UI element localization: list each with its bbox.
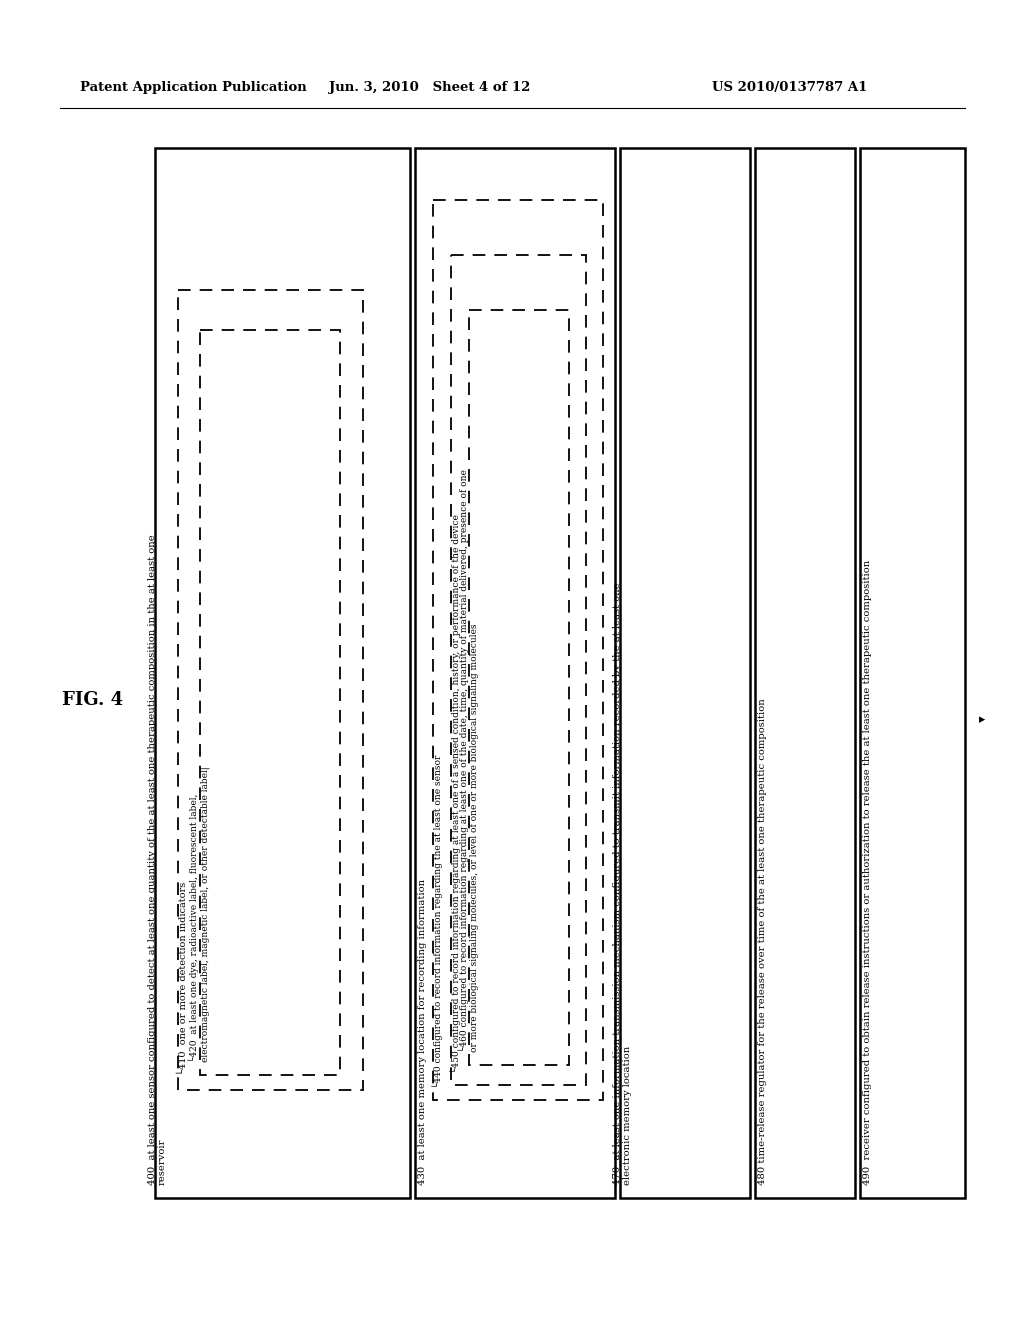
Bar <box>469 310 569 1065</box>
Bar <box>755 148 855 1199</box>
Text: 430  at least one memory location for recording information: 430 at least one memory location for rec… <box>418 879 427 1185</box>
Text: 400  at least one sensor configured to detect at least one quantity of the at le: 400 at least one sensor configured to de… <box>147 535 167 1185</box>
Text: └460 configured to record information regarding at least one of the date, time, : └460 configured to record information re… <box>458 469 479 1052</box>
Text: 490  receiver configured to obtain release instructions or authorization to rele: 490 receiver configured to obtain releas… <box>863 560 872 1185</box>
Bar <box>433 201 603 1100</box>
Text: Jun. 3, 2010   Sheet 4 of 12: Jun. 3, 2010 Sheet 4 of 12 <box>330 82 530 95</box>
Bar <box>200 330 340 1074</box>
Text: 480 time-release regulator for the release over time of the at least one therape: 480 time-release regulator for the relea… <box>758 698 767 1185</box>
Bar <box>451 255 586 1085</box>
Text: FIG. 4: FIG. 4 <box>62 690 123 709</box>
Bar <box>620 148 750 1199</box>
Bar <box>860 148 965 1199</box>
Text: US 2010/0137787 A1: US 2010/0137787 A1 <box>713 82 867 95</box>
Bar <box>178 290 362 1090</box>
Bar <box>415 148 615 1199</box>
Bar <box>155 148 410 1199</box>
Text: ▸: ▸ <box>979 714 985 726</box>
Text: └410  one or more detection indicators: └410 one or more detection indicators <box>178 882 188 1074</box>
Text: Patent Application Publication: Patent Application Publication <box>80 82 307 95</box>
Text: 470  at least one information transmission mechanism configured to transmit info: 470 at least one information transmissio… <box>612 582 632 1185</box>
Text: └440 configured to record information regarding the at least one sensor: └440 configured to record information re… <box>432 755 443 1088</box>
Text: └420  at least one dye, radioactive label, fluorescent label,
electromagnetic la: └420 at least one dye, radioactive label… <box>188 766 210 1063</box>
Text: └450 configured to record information regarding at least one of a sensed conditi: └450 configured to record information re… <box>451 513 461 1073</box>
